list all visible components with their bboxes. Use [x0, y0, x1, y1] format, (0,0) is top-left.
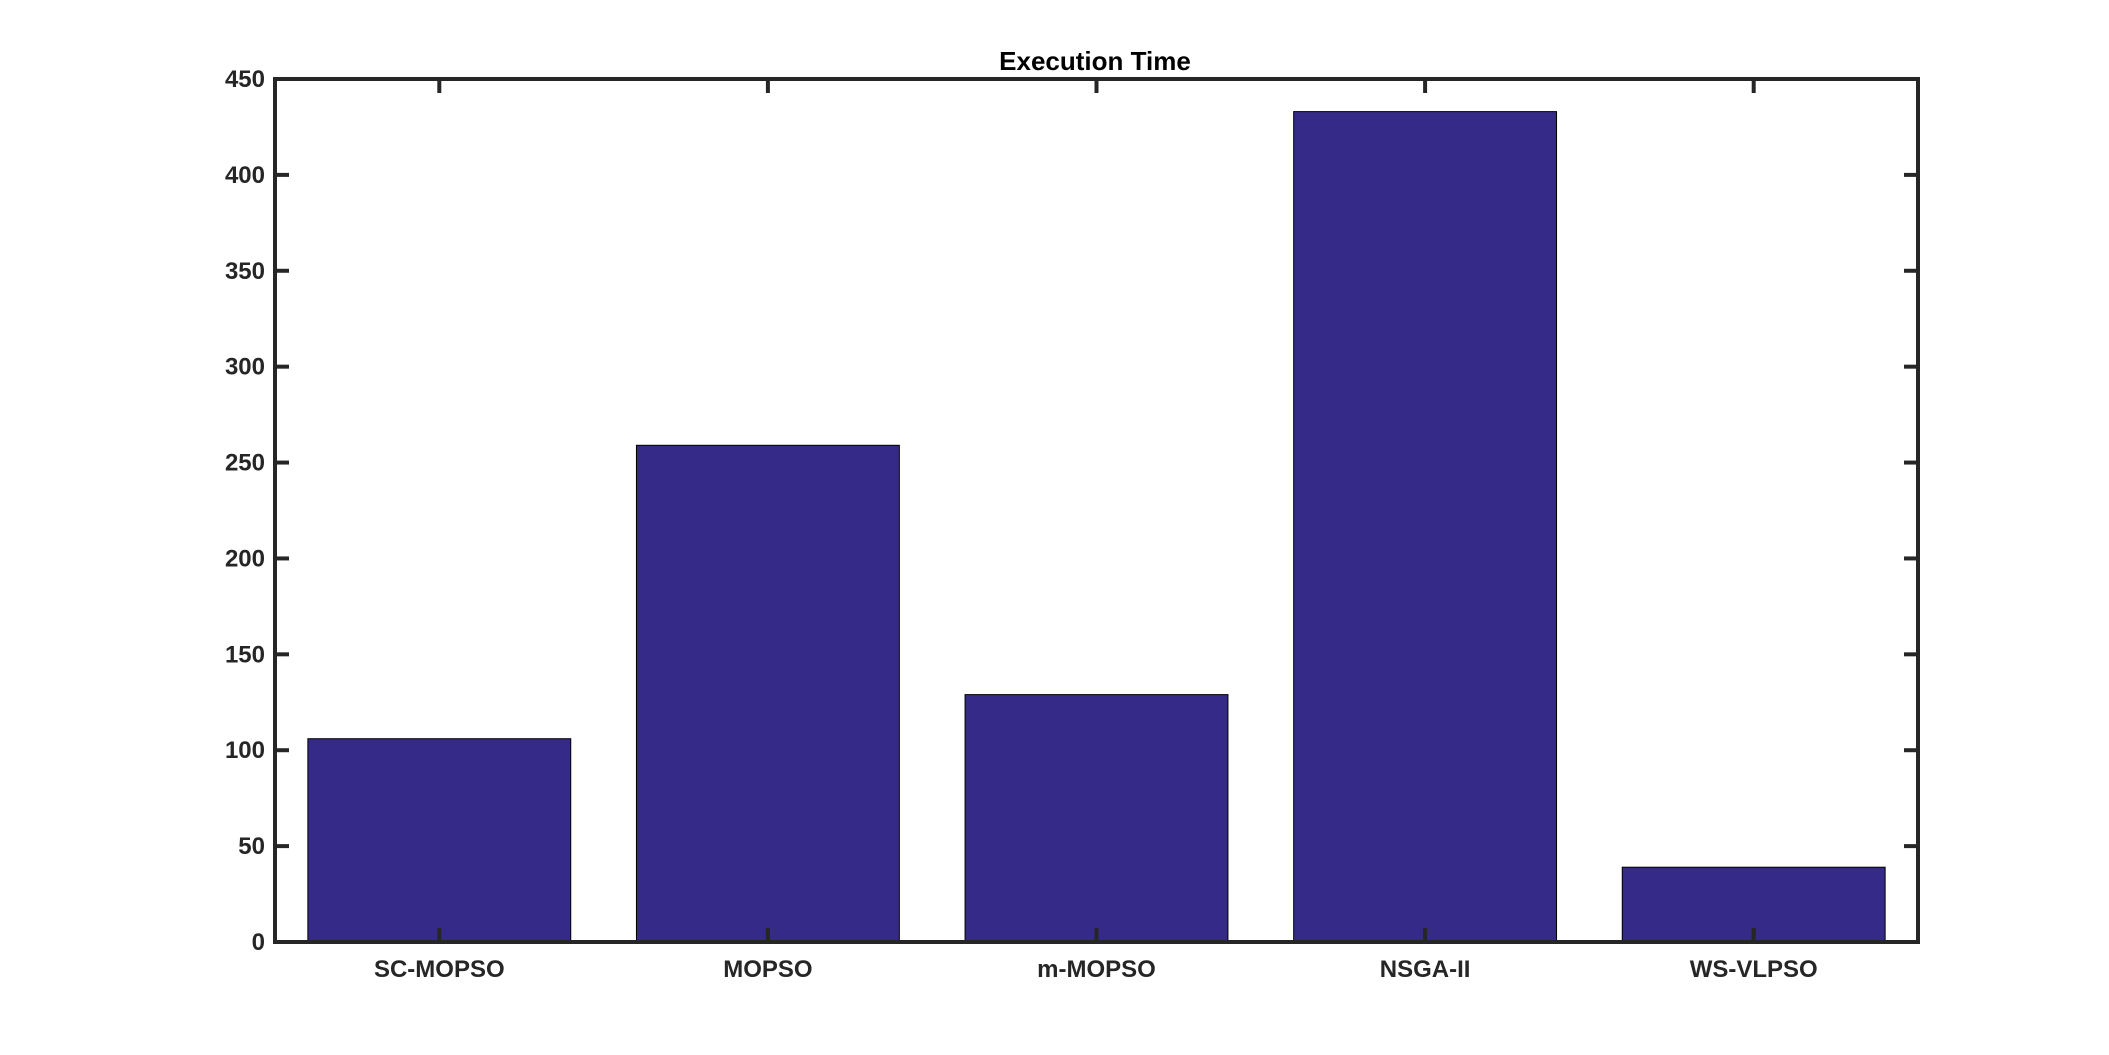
- chart-title: Execution Time: [999, 46, 1191, 76]
- y-tick-label: 0: [252, 929, 265, 956]
- y-tick-label: 100: [225, 737, 265, 764]
- y-tick-label: 200: [225, 545, 265, 572]
- x-tick-label: m-MOPSO: [1037, 956, 1156, 983]
- x-tick-label: SC-MOPSO: [374, 956, 505, 983]
- x-tick-label: WS-VLPSO: [1690, 956, 1818, 983]
- labels-layer: 0 50 100 150 200 250 300 350 400 450 SC-MOPSO MOPSO…: [225, 66, 1818, 983]
- y-tick-label: 350: [225, 258, 265, 285]
- axes-layer: [273, 77, 1920, 944]
- y-tick-label: 150: [225, 641, 265, 668]
- x-tick-label: NSGA-II: [1380, 956, 1471, 983]
- x-tick-label: MOPSO: [723, 956, 812, 983]
- bar-m-mopso: [964, 694, 1229, 943]
- bar-mopso: [635, 444, 900, 943]
- y-tick-label: 250: [225, 450, 265, 477]
- y-tick-label: 300: [225, 354, 265, 381]
- y-tick-label: 450: [225, 66, 265, 93]
- y-tick-label: 400: [225, 162, 265, 189]
- y-tick-label: 50: [238, 833, 265, 860]
- bar-nsga-ii: [1293, 111, 1558, 943]
- bar-sc-mopso: [307, 738, 572, 943]
- bars-layer: [307, 111, 1886, 943]
